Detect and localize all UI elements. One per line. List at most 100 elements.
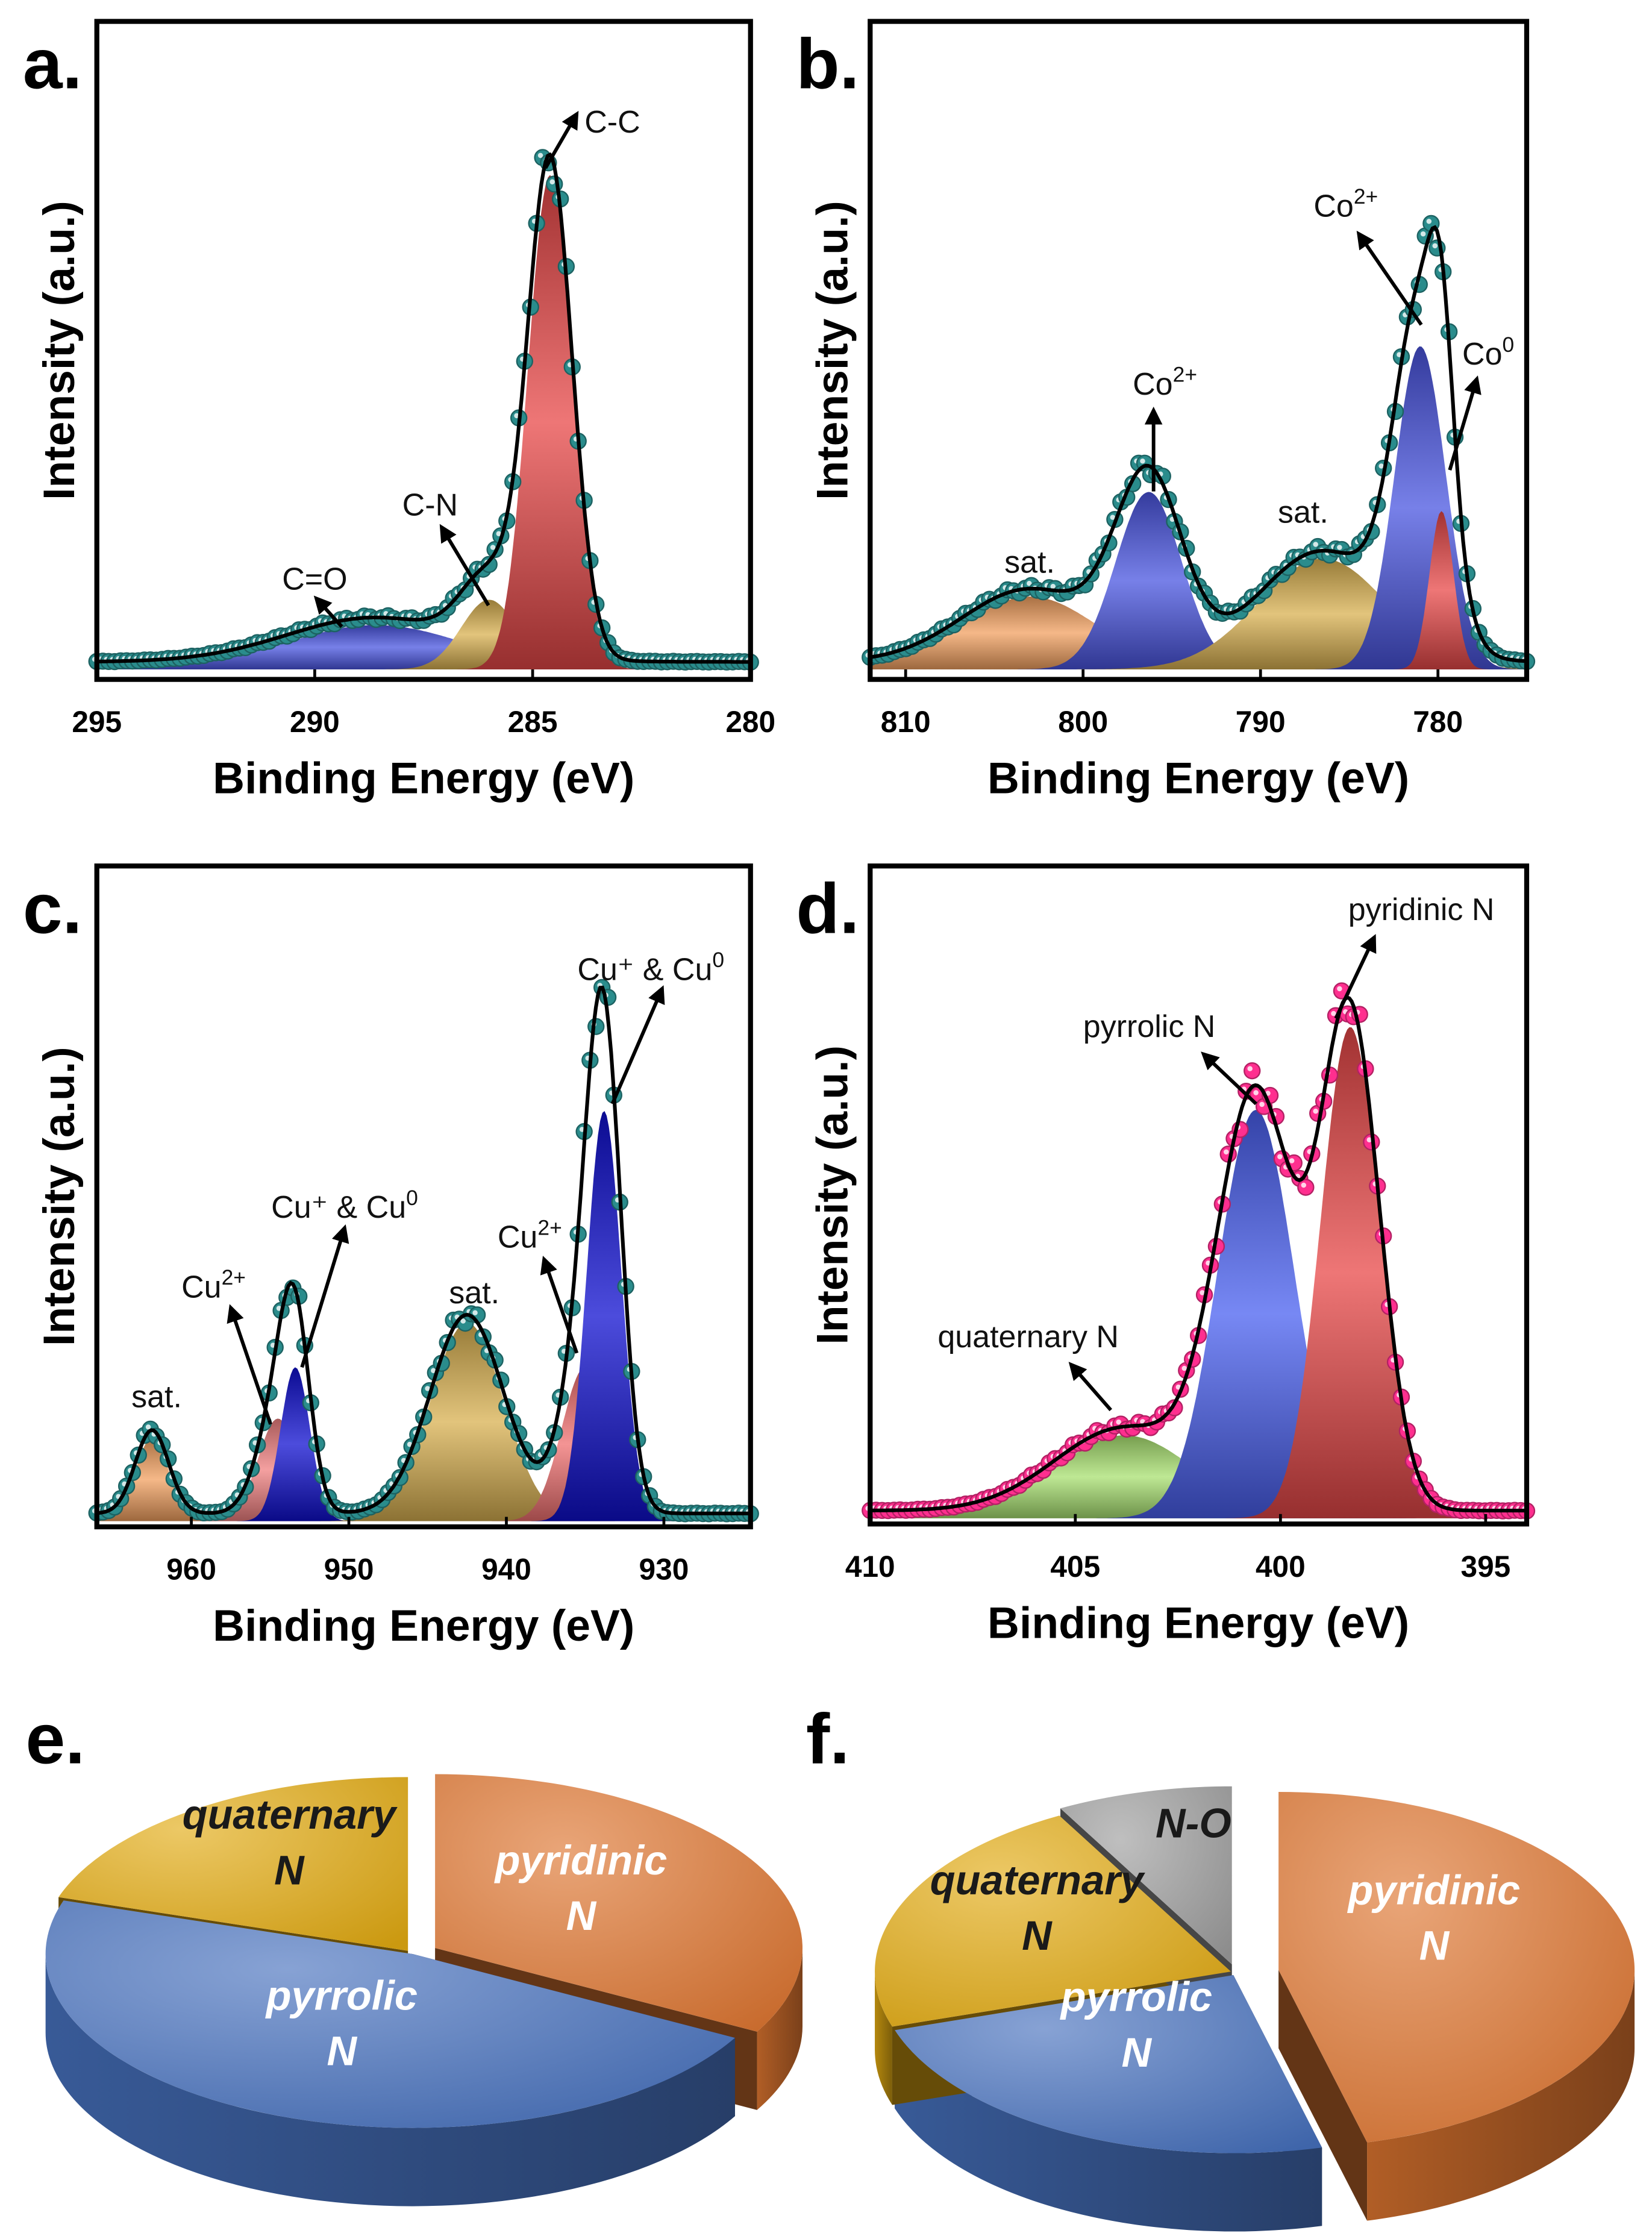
data-point-highlight	[537, 152, 543, 158]
x-tick-label: 290	[290, 705, 340, 739]
x-tick-label: 940	[481, 1553, 531, 1586]
x-tick-label: 395	[1460, 1550, 1510, 1583]
pie-slice-label: N	[1022, 1912, 1053, 1959]
peak-annotation-label: C-N	[402, 488, 458, 523]
data-point-highlight	[1110, 515, 1116, 520]
pie-slice-top	[875, 1815, 1231, 2027]
x-tick-label: 285	[508, 705, 558, 739]
annotation-arrow	[300, 1224, 349, 1368]
fit-component-peak	[96, 1322, 751, 1521]
data-point-highlight	[1253, 1090, 1259, 1095]
pie-slice-label: quaternary	[930, 1857, 1145, 1903]
data-point-highlight	[496, 531, 502, 537]
data-point-highlight	[460, 1318, 466, 1324]
x-tick-label: 295	[72, 705, 122, 739]
x-tick-label: 780	[1413, 705, 1463, 739]
annotation-superscript: 2+	[222, 1265, 246, 1289]
annotation-superscript: 2+	[1173, 363, 1197, 387]
pie-slice-label: pyrrolic	[1060, 1974, 1212, 2020]
fit-component-peak	[96, 1418, 751, 1521]
pie-slice-cut-face	[1278, 1970, 1368, 2221]
plot-frame	[94, 863, 753, 1530]
pie-slice-label: N	[1122, 2029, 1153, 2076]
annotation-arrow	[227, 1304, 272, 1425]
fit-component-peak	[96, 175, 751, 670]
annotation-text: sat.	[449, 1276, 499, 1311]
annotation-arrow	[540, 1256, 579, 1354]
pie-slice-label: N-O	[1156, 1800, 1231, 1846]
annotation-arrow	[439, 524, 490, 607]
annotation-arrow	[543, 111, 579, 169]
annotation-text: sat.	[131, 1379, 182, 1414]
data-point-highlight	[1259, 1101, 1265, 1107]
data-point-highlight	[1301, 1182, 1307, 1188]
data-point-highlight	[1289, 1158, 1295, 1163]
annotation-arrow	[1334, 934, 1377, 1019]
data-point-highlight	[1337, 545, 1342, 550]
data-point-highlight	[145, 1424, 151, 1430]
fit-component-peak	[96, 1111, 751, 1521]
fit-envelope-line	[870, 995, 1527, 1513]
fit-component-peak	[870, 597, 1527, 670]
data-point-highlight	[1277, 1154, 1283, 1159]
y-axis-label: Intensity (a.u.)	[807, 1045, 857, 1345]
annotation-text: sat.	[1004, 545, 1055, 580]
x-axis-label: Binding Energy (eV)	[987, 1598, 1409, 1647]
data-point-highlight	[1313, 542, 1318, 547]
peak-annotation-label: Co2+	[1313, 184, 1378, 224]
data-point-highlight	[1331, 1010, 1336, 1016]
data-point-highlight	[425, 1386, 430, 1391]
x-tick-label: 800	[1058, 705, 1108, 739]
data-point-highlight	[1175, 1384, 1181, 1390]
x-tick-label: 400	[1256, 1550, 1306, 1583]
data-point-highlight	[490, 545, 496, 550]
x-tick-label: 810	[881, 705, 931, 739]
x-axis-label: Binding Energy (eV)	[213, 754, 634, 803]
annotation-arrow	[1068, 1362, 1112, 1412]
annotation-text: Cu⁺ & Cu	[271, 1190, 406, 1225]
data-point-highlight	[1116, 1419, 1122, 1425]
panel-letter: e.	[26, 1699, 86, 1779]
pie-slice-side	[875, 1971, 892, 2105]
annotation-arrow	[1201, 1051, 1257, 1106]
x-tick-label: 790	[1236, 705, 1286, 739]
data-point-highlight	[1050, 583, 1056, 589]
data-point-highlight	[1432, 243, 1438, 249]
annotation-arrow	[1448, 375, 1481, 471]
data-point-highlight	[1337, 986, 1342, 992]
annotation-text: C=O	[282, 562, 347, 597]
peak-annotation-label: Cu⁺ & Cu0	[271, 1186, 418, 1225]
peak-annotation-label: sat.	[1004, 545, 1055, 580]
plot-frame	[868, 19, 1530, 682]
pie-slice-top	[1278, 1791, 1635, 2143]
pie-slice-side	[895, 2030, 1322, 2232]
data-point-highlight	[1200, 1290, 1205, 1295]
panel-letter: b.	[796, 25, 859, 104]
pie-slice-top	[895, 1975, 1322, 2153]
peak-annotation-label: Co0	[1462, 333, 1514, 372]
fit-envelope-line	[96, 985, 751, 1515]
spectrum-panel-a: 295 290 285 280 Binding Energy (eV) Intensity…	[23, 19, 775, 803]
annotation-superscript: 0	[406, 1186, 418, 1210]
annotation-text: Cu	[181, 1270, 221, 1304]
annotation-text: sat.	[1278, 495, 1328, 530]
fit-component-peak	[870, 511, 1527, 670]
annotation-text: Cu⁺ & Cu	[577, 952, 712, 987]
plot-frame	[868, 863, 1530, 1527]
annotation-text: Cu	[498, 1220, 537, 1255]
annotation-text: pyrrolic N	[1083, 1009, 1216, 1044]
annotation-text: Co	[1133, 367, 1172, 402]
fit-envelope-line	[96, 152, 751, 664]
x-tick-label: 960	[166, 1553, 216, 1586]
x-tick-label: 405	[1050, 1550, 1100, 1583]
data-point-highlight	[472, 1310, 478, 1316]
peak-annotation-label: Cu2+	[498, 1215, 562, 1254]
pie-slice-label: N	[274, 1847, 305, 1893]
data-point-highlight	[1027, 581, 1032, 586]
pie-slice-label: pyridinic	[494, 1837, 668, 1884]
annotation-text: pyridinic N	[1348, 892, 1495, 927]
x-tick-label: 280	[725, 705, 775, 739]
